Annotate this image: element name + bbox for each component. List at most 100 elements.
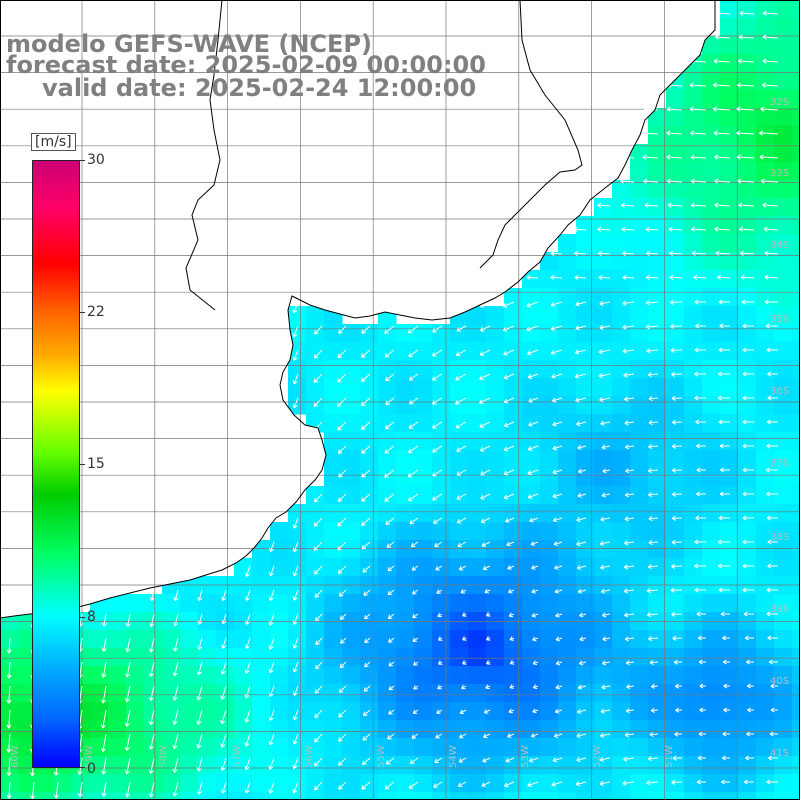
wind-speed-cell bbox=[666, 558, 685, 577]
wind-speed-cell bbox=[432, 414, 451, 433]
wind-speed-cell bbox=[234, 666, 253, 685]
longitude-label: 60W bbox=[10, 745, 21, 768]
wind-speed-cell bbox=[792, 54, 800, 73]
wind-speed-cell bbox=[450, 702, 469, 721]
wind-speed-cell bbox=[774, 126, 793, 145]
wind-speed-cell bbox=[504, 504, 523, 523]
wind-speed-cell bbox=[684, 594, 703, 613]
wind-speed-cell bbox=[108, 792, 127, 800]
wind-speed-cell bbox=[738, 468, 757, 487]
wind-vector-arrow bbox=[437, 612, 443, 618]
wind-speed-cell bbox=[414, 486, 433, 505]
wind-speed-cell bbox=[612, 288, 631, 307]
wind-speed-cell bbox=[666, 180, 685, 199]
wind-speed-cell bbox=[594, 198, 613, 217]
colorbar-tick bbox=[80, 160, 85, 161]
wind-vector-arrow bbox=[620, 202, 635, 208]
wind-speed-cell bbox=[666, 414, 685, 433]
wind-vector-arrow bbox=[694, 299, 706, 305]
wind-speed-cell bbox=[360, 468, 379, 487]
wind-speed-cell bbox=[342, 522, 361, 541]
wind-vector-arrow bbox=[505, 517, 515, 523]
wind-vector-arrow bbox=[601, 444, 611, 450]
wind-speed-cell bbox=[90, 630, 109, 649]
wind-speed-cell bbox=[738, 306, 757, 325]
wind-speed-cell bbox=[504, 702, 523, 721]
wind-speed-cell bbox=[432, 522, 451, 541]
wind-speed-cell bbox=[396, 432, 415, 451]
wind-speed-cell bbox=[486, 522, 505, 541]
wind-vector-arrow bbox=[411, 565, 419, 571]
wind-speed-cell bbox=[648, 126, 667, 145]
wind-speed-cell bbox=[180, 702, 199, 721]
wind-speed-cell bbox=[792, 180, 800, 199]
latitude-label: 33S bbox=[770, 168, 789, 179]
wind-speed-cell bbox=[342, 792, 361, 800]
wind-speed-cell bbox=[684, 720, 703, 739]
wind-vector-arrow bbox=[759, 154, 779, 160]
wind-speed-cell bbox=[648, 702, 667, 721]
wind-speed-cell bbox=[792, 162, 800, 181]
wind-speed-cell bbox=[594, 432, 613, 451]
wind-vector-arrow bbox=[648, 444, 659, 450]
wind-speed-cell bbox=[342, 630, 361, 649]
wind-speed-cell bbox=[540, 468, 559, 487]
wind-speed-cell bbox=[792, 738, 800, 757]
wind-speed-cell bbox=[792, 486, 800, 505]
wind-speed-cell bbox=[540, 378, 559, 397]
wind-speed-cell bbox=[702, 342, 721, 361]
wind-speed-cell bbox=[738, 252, 757, 271]
wind-vector-arrow bbox=[30, 781, 36, 800]
wind-speed-cell bbox=[216, 720, 235, 739]
wind-vector-arrow bbox=[526, 325, 539, 332]
wind-speed-cell bbox=[198, 702, 217, 721]
wind-vector-arrow bbox=[669, 250, 683, 257]
wind-vector-arrow bbox=[717, 274, 731, 280]
wind-speed-cell bbox=[792, 540, 800, 559]
wind-speed-cell bbox=[432, 342, 451, 361]
wind-vector-arrow bbox=[197, 613, 203, 625]
wind-speed-cell bbox=[396, 378, 415, 397]
wind-vector-arrow bbox=[599, 300, 611, 306]
wind-speed-cell bbox=[720, 126, 739, 145]
wind-vector-arrow bbox=[699, 683, 706, 689]
wind-vector-arrow bbox=[507, 588, 515, 594]
wind-vector-arrow bbox=[718, 587, 730, 593]
wind-speed-cell bbox=[756, 234, 775, 253]
wind-speed-cell bbox=[738, 720, 757, 739]
wind-vector-arrow bbox=[760, 106, 779, 112]
wind-speed-cell bbox=[540, 288, 559, 307]
wind-vector-arrow bbox=[313, 541, 323, 551]
wind-speed-cell bbox=[450, 342, 469, 361]
wind-speed-cell bbox=[558, 630, 577, 649]
wind-speed-cell bbox=[450, 558, 469, 577]
wind-vector-arrow bbox=[385, 397, 395, 405]
wind-vector-arrow bbox=[714, 202, 731, 208]
wind-speed-cell bbox=[792, 324, 800, 343]
wind-speed-cell bbox=[414, 666, 433, 685]
wind-speed-cell bbox=[576, 342, 595, 361]
wind-speed-cell bbox=[558, 504, 577, 523]
wind-speed-cell bbox=[630, 450, 649, 469]
longitude-labels: 60W 59W 58W 57W 56W 55W 54W 53W 52W 51W bbox=[10, 745, 675, 768]
wind-speed-cell bbox=[702, 630, 721, 649]
wind-vector-arrow bbox=[483, 709, 491, 714]
wind-speed-cell bbox=[774, 648, 793, 667]
wind-speed-cell bbox=[648, 162, 667, 181]
wind-vector-arrow bbox=[601, 684, 611, 690]
wind-speed-cell bbox=[342, 486, 361, 505]
wind-speed-cell bbox=[756, 126, 775, 145]
wind-speed-cell bbox=[756, 162, 775, 181]
wind-vector-arrow bbox=[292, 325, 299, 338]
river-outline bbox=[185, 0, 223, 311]
wind-vector-arrow bbox=[767, 539, 778, 545]
wind-speed-cell bbox=[594, 306, 613, 325]
wind-speed-cell bbox=[450, 774, 469, 793]
wind-speed-cell bbox=[342, 414, 361, 433]
wind-speed-cell bbox=[288, 594, 307, 613]
wind-vector-arrow bbox=[361, 421, 371, 430]
wind-speed-cell bbox=[522, 450, 541, 469]
wind-vector-arrow bbox=[647, 564, 659, 570]
wind-speed-cell bbox=[414, 702, 433, 721]
wind-vector-arrow bbox=[410, 541, 419, 548]
